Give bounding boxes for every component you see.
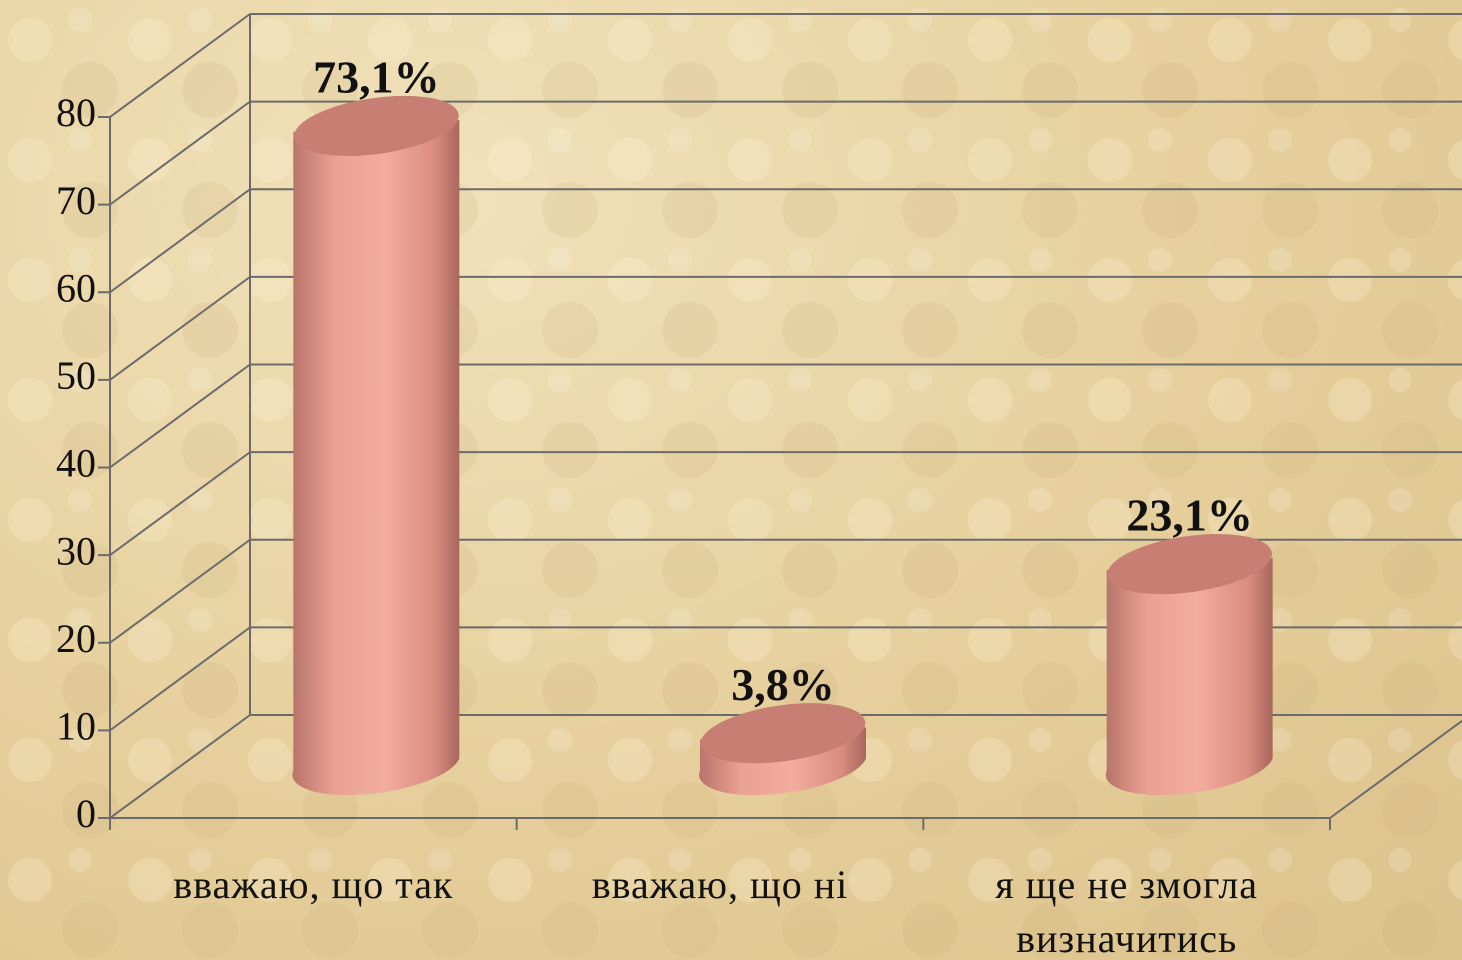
y-tick-label: 80 xyxy=(56,90,96,135)
grid-line-side xyxy=(109,276,251,381)
cylinder xyxy=(1105,558,1273,796)
plot: 0 10 20 30 40 50 60 70 80 73,1% 3,8% 23,1% xyxy=(56,13,1462,836)
y-tick-label: 20 xyxy=(56,616,96,661)
grid-line-side xyxy=(109,451,251,556)
y-tick-label: 40 xyxy=(56,441,96,486)
data-label: 3,8% xyxy=(731,659,835,710)
x-tick-label: вважаю, що так xyxy=(173,862,454,907)
grid-line-side xyxy=(109,538,251,644)
y-tick-label: 60 xyxy=(56,265,96,310)
cylinder-top-shade xyxy=(1107,534,1272,595)
grid-line-side xyxy=(109,714,251,819)
cylinder-top xyxy=(1107,534,1272,595)
y-tick-label: 50 xyxy=(56,353,96,398)
grid-line-side xyxy=(109,188,251,294)
y-tick-label: 10 xyxy=(56,704,96,749)
x-tick-label: я ще не змогла визначитись xyxy=(995,862,1259,960)
cylinder-top-shade xyxy=(700,703,866,764)
grid-line-side xyxy=(109,363,251,469)
cylinder-top xyxy=(294,95,459,156)
data-label: 73,1% xyxy=(313,52,440,103)
grid-line-side xyxy=(109,13,251,118)
data-label: 23,1% xyxy=(1126,490,1253,541)
floor-right xyxy=(1329,719,1462,819)
cylinder-top xyxy=(700,703,866,764)
grid-line-side xyxy=(109,100,251,206)
x-tick-label: вважаю, що ні xyxy=(591,862,849,907)
y-tick-label: 30 xyxy=(56,528,96,573)
grid-line-side xyxy=(109,626,251,732)
cylinder-top-shade xyxy=(294,95,459,156)
y-tick-label: 0 xyxy=(76,791,96,836)
cylinder xyxy=(292,119,460,796)
y-tick-label: 70 xyxy=(56,178,96,223)
